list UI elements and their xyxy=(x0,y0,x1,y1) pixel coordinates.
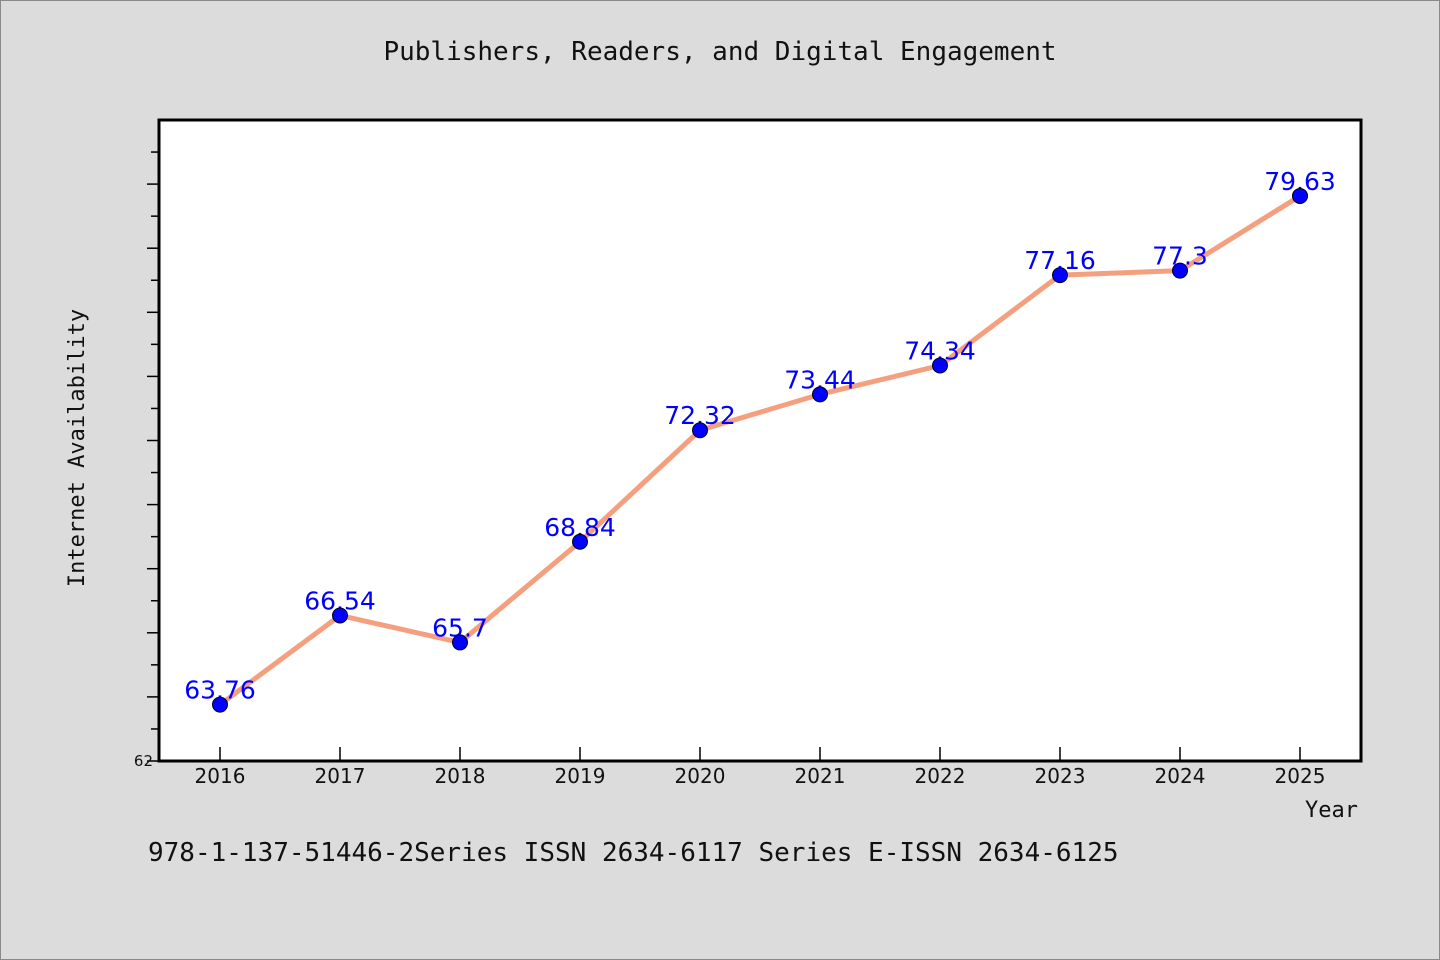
x-tick-label: 2017 xyxy=(315,764,366,788)
data-point xyxy=(572,533,588,550)
y-axis-ticks: 62 xyxy=(134,151,159,770)
x-tick-label: 2016 xyxy=(195,764,246,788)
x-tick-label: 2020 xyxy=(675,764,726,788)
plot-area xyxy=(157,118,1363,763)
chart-title: Publishers, Readers, and Digital Engagem… xyxy=(383,37,1056,67)
series-markers xyxy=(212,187,1308,713)
data-point xyxy=(812,386,828,403)
x-tick-label: 2025 xyxy=(1275,764,1326,788)
data-point xyxy=(932,357,948,374)
data-point xyxy=(692,422,708,439)
data-point xyxy=(332,607,348,624)
x-axis-title: Year xyxy=(1305,798,1358,823)
x-tick-label: 2022 xyxy=(915,764,966,788)
data-point xyxy=(452,634,468,651)
y-axis-title: Internet Availability xyxy=(65,309,90,587)
x-tick-label: 2018 xyxy=(435,764,486,788)
footer-isbn-issn: 978-1-137-51446-2Series ISSN 2634-6117 S… xyxy=(148,838,1119,868)
x-tick-label: 2023 xyxy=(1035,764,1086,788)
x-tick-label: 2024 xyxy=(1155,764,1206,788)
x-tick-label: 2019 xyxy=(555,764,606,788)
x-axis-ticks: 2016 2017 2018 2019 2020 2021 2022 2023 2024 2025 xyxy=(195,747,1326,788)
y-tick-label: 62 xyxy=(134,752,153,770)
data-point xyxy=(212,696,228,713)
series-line xyxy=(218,193,1302,707)
data-point xyxy=(1052,267,1068,284)
x-tick-label: 2021 xyxy=(795,764,846,788)
data-point xyxy=(1292,187,1308,204)
data-point xyxy=(1172,262,1188,279)
